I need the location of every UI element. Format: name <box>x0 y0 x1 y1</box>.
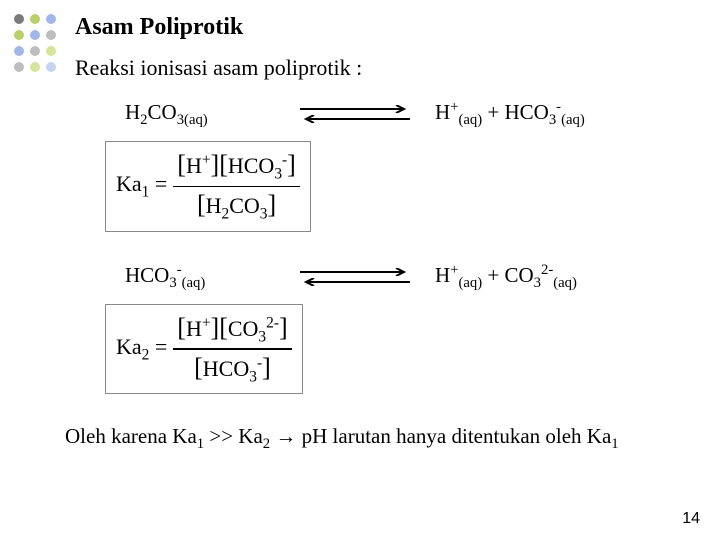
sub: 3 <box>249 368 257 385</box>
sub: (aq) <box>561 112 585 128</box>
dot-icon <box>14 46 24 56</box>
ka1-equation: Ka1 = [H+][HCO3-] [H2CO3] <box>105 141 690 231</box>
dot-icon <box>46 14 56 24</box>
plus: + <box>482 263 504 287</box>
sup: + <box>202 314 211 331</box>
reaction-2: HCO3-(aq) H+(aq) + CO32-(aq) <box>125 262 690 292</box>
sub: 3(aq) <box>177 112 208 128</box>
dot-icon <box>14 62 24 72</box>
plus: + <box>482 100 504 124</box>
ka1-fraction: [H+][HCO3-] [H2CO3] <box>173 148 300 224</box>
text: H <box>206 193 222 218</box>
text: Oleh karena Ka <box>65 424 197 448</box>
text: H <box>125 100 140 124</box>
text: H <box>186 316 202 341</box>
sup: 2- <box>541 262 553 278</box>
ka2-numerator: [H+][CO32-] <box>173 311 291 347</box>
sup: + <box>202 152 211 169</box>
decorative-dot-grid <box>14 14 56 78</box>
ka2-denominator: [HCO3-] <box>190 351 275 387</box>
sub: 3 <box>534 275 541 291</box>
equals: = <box>149 334 167 359</box>
equals: = <box>149 171 167 196</box>
dot-icon <box>30 46 40 56</box>
text: CO <box>148 100 177 124</box>
text: CO <box>229 193 260 218</box>
text: H <box>435 263 450 287</box>
sub: 3 <box>258 328 266 345</box>
sub: 1 <box>611 436 618 452</box>
arrow-glyph: → <box>270 424 302 448</box>
dot-icon <box>30 62 40 72</box>
sub: (aq) <box>458 275 482 291</box>
ka2-equation: Ka2 = [H+][CO32-] [HCO3-] <box>105 304 690 394</box>
sub: 1 <box>197 436 204 452</box>
slide-content: Asam Poliprotik Reaksi ionisasi asam pol… <box>75 14 690 453</box>
ka1-numerator: [H+][HCO3-] <box>173 148 300 184</box>
text: HCO <box>504 100 548 124</box>
dot-icon <box>14 14 24 24</box>
reaction-1: H2CO3(aq) H+(aq) + HCO3-(aq) <box>125 99 690 129</box>
sub: (aq) <box>458 112 482 128</box>
page-number: 14 <box>682 510 700 528</box>
dot-icon <box>14 30 24 40</box>
reaction-2-rhs: H+(aq) + CO32-(aq) <box>435 262 577 292</box>
text: H <box>435 100 450 124</box>
dot-icon <box>30 30 40 40</box>
reaction-2-lhs: HCO3-(aq) <box>125 262 295 292</box>
text: H <box>186 153 202 178</box>
equilibrium-arrow-icon <box>295 105 415 123</box>
conclusion-text: Oleh karena Ka1 >> Ka2 → pH larutan hany… <box>65 424 690 453</box>
reaction-1-lhs: H2CO3(aq) <box>125 100 295 129</box>
reaction-1-rhs: H+(aq) + HCO3-(aq) <box>435 99 585 129</box>
dot-icon <box>30 14 40 24</box>
sub: 3 <box>169 275 176 291</box>
text: HCO <box>125 263 169 287</box>
sup: 2- <box>266 314 279 331</box>
text: pH larutan hanya ditentukan oleh Ka <box>302 424 612 448</box>
text: Ka <box>116 334 142 359</box>
dot-icon <box>46 46 56 56</box>
ka2-fraction: [H+][CO32-] [HCO3-] <box>173 311 291 387</box>
slide-title: Asam Poliprotik <box>75 14 690 41</box>
sub: (aq) <box>182 275 206 291</box>
dot-icon <box>46 62 56 72</box>
equilibrium-arrow-icon <box>295 268 415 286</box>
slide-subtitle: Reaksi ionisasi asam poliprotik : <box>75 55 690 81</box>
text: HCO <box>203 356 249 381</box>
text: CO <box>228 316 259 341</box>
ka1-label: Ka1 = <box>116 171 167 201</box>
text: HCO <box>228 153 274 178</box>
text: Ka <box>116 171 142 196</box>
sub: 2 <box>140 112 147 128</box>
text: CO <box>504 263 533 287</box>
text: >> Ka <box>204 424 263 448</box>
sub: (aq) <box>553 275 577 291</box>
ka2-label: Ka2 = <box>116 334 167 364</box>
dot-icon <box>46 30 56 40</box>
ka1-denominator: [H2CO3] <box>193 188 280 224</box>
sub: 3 <box>274 166 282 183</box>
